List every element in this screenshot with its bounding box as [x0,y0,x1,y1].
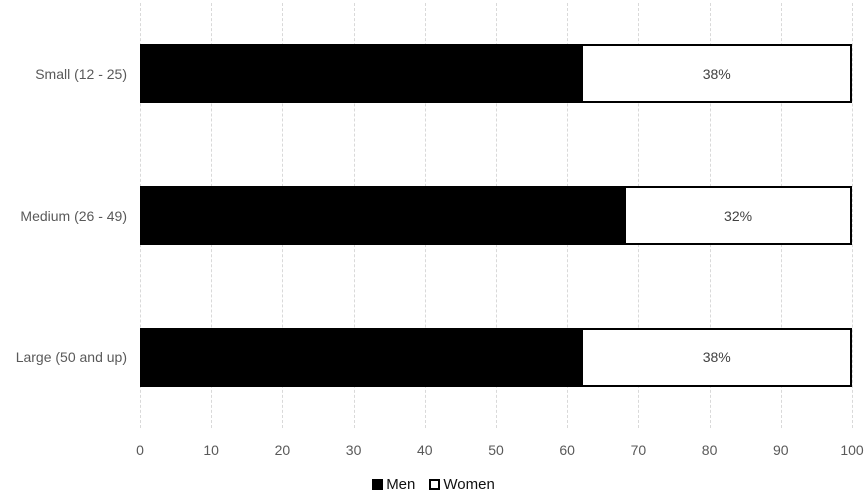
legend-item-men: Men [372,477,415,492]
men-series-swatch-icon [372,479,384,490]
x-tick-label-30: 30 [345,442,362,458]
category-label-1: Medium (26 - 49) [20,207,127,224]
legend-item-women: Women [429,476,495,493]
x-tick-label-20: 20 [274,442,291,458]
women-series-swatch-icon [429,479,441,490]
x-tick-label-60: 60 [559,442,575,458]
bar-men-0 [140,44,582,104]
bar-men-1 [140,186,625,245]
bar-men-2 [140,327,582,387]
x-tick-label-90: 90 [773,442,789,458]
x-tick-label-100: 100 [840,442,864,458]
x-tick-label-10: 10 [203,442,219,458]
category-label-0: Small (12 - 25) [35,65,127,82]
legend-label-women: Women [443,476,495,493]
data-label-women-1: 32% [724,207,753,224]
x-tick-label-70: 70 [630,442,647,458]
x-tick-label-0: 0 [136,442,144,458]
x-tick-label-50: 50 [488,442,504,458]
gridline-100 [852,3,853,428]
data-label-women-0: 38% [702,65,731,82]
bar-women-1: 32% [624,186,852,245]
x-tick-label-80: 80 [701,442,718,458]
bar-women-0: 38% [581,44,852,104]
legend-label-men: Men [386,476,416,493]
bar-women-2: 38% [581,327,852,387]
legend: Men Women [0,477,867,492]
x-tick-label-40: 40 [417,442,433,458]
category-label-2: Large (50 and up) [15,349,127,366]
data-label-women-2: 38% [702,349,731,366]
